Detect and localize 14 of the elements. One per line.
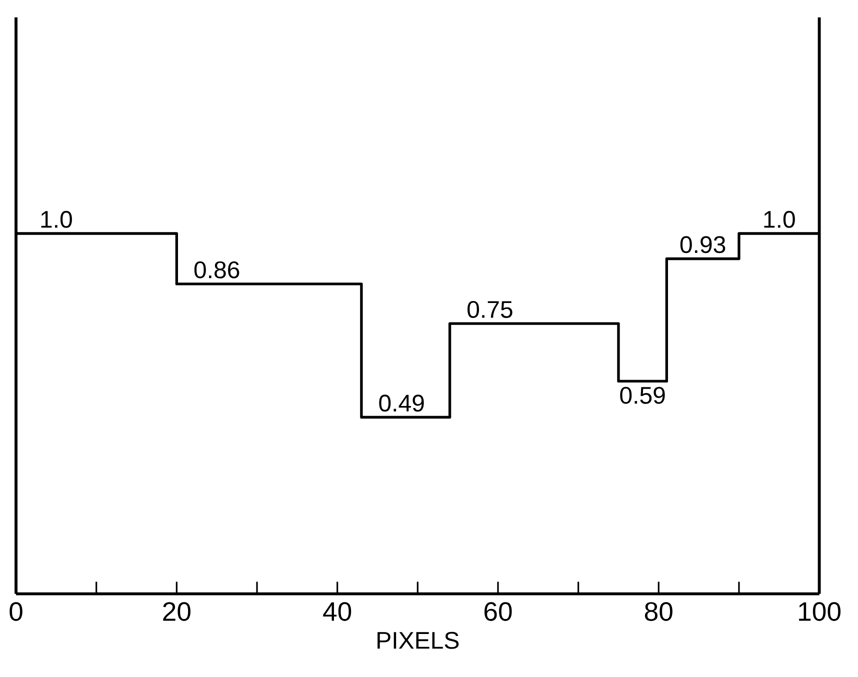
- x-tick-label: 80: [644, 602, 672, 622]
- data-label: 0.86: [194, 262, 240, 279]
- data-label: 0.59: [620, 387, 665, 404]
- x-tick-label: 40: [323, 602, 352, 622]
- data-label: 1.0: [764, 211, 795, 228]
- data-label: 0.93: [680, 236, 726, 254]
- x-tick-label: 60: [484, 602, 512, 622]
- data-label: 0.75: [468, 301, 512, 318]
- x-tick-label: 20: [163, 602, 190, 622]
- x-tick-label: 100: [799, 602, 841, 622]
- data-label: 1.0: [41, 211, 72, 228]
- data-label: 0.49: [379, 394, 424, 412]
- x-tick-label: 0: [10, 602, 22, 622]
- x-axis-title: PIXELS: [378, 632, 459, 650]
